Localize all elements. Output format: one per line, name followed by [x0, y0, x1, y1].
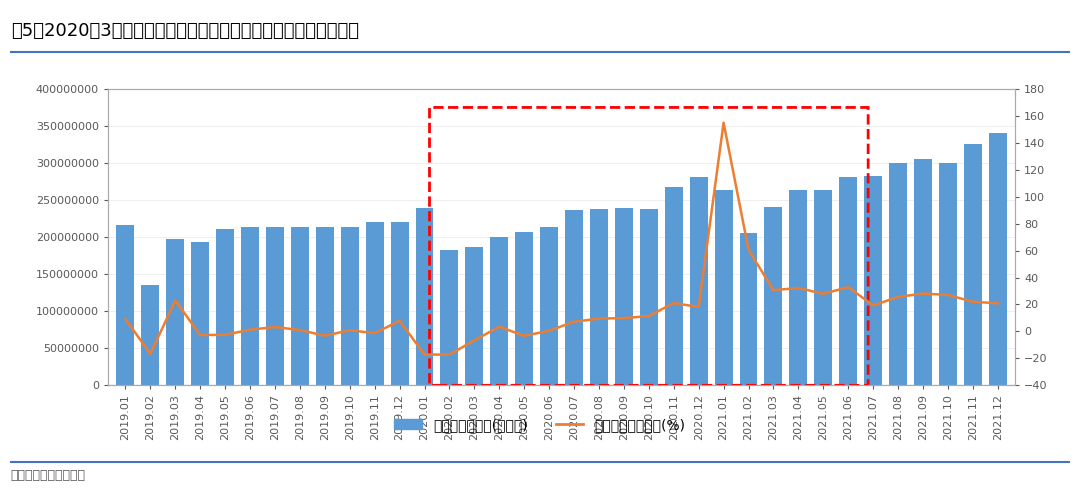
- Bar: [765, 207, 782, 385]
- Bar: [690, 177, 707, 385]
- Bar: [341, 227, 359, 385]
- Bar: [665, 187, 683, 385]
- Bar: [540, 227, 558, 385]
- Bar: [216, 229, 234, 385]
- Bar: [864, 176, 882, 385]
- Legend: 出口总值当期值(千美元), 出口总值同比增长(%): 出口总值当期值(千美元), 出口总值同比增长(%): [389, 412, 691, 438]
- Bar: [366, 221, 383, 385]
- Bar: [939, 163, 957, 385]
- Bar: [416, 208, 433, 385]
- Text: 资料来源：国家统计局: 资料来源：国家统计局: [11, 469, 85, 482]
- Bar: [241, 227, 259, 385]
- Bar: [141, 285, 160, 385]
- Text: 图5：2020年3月以来，海外疫情肆虐支撑了我国出口形势持续增长: 图5：2020年3月以来，海外疫情肆虐支撑了我国出口形势持续增长: [11, 22, 359, 40]
- Bar: [963, 145, 982, 385]
- Bar: [191, 243, 210, 385]
- Bar: [565, 210, 583, 385]
- Bar: [715, 191, 732, 385]
- Bar: [639, 209, 658, 385]
- Bar: [814, 191, 833, 385]
- Bar: [740, 234, 757, 385]
- Bar: [615, 208, 633, 385]
- Bar: [515, 232, 534, 385]
- Bar: [889, 163, 907, 385]
- Bar: [914, 160, 932, 385]
- Bar: [441, 250, 458, 385]
- Bar: [465, 247, 484, 385]
- Bar: [989, 133, 1007, 385]
- Bar: [166, 239, 185, 385]
- Bar: [391, 221, 408, 385]
- Bar: [490, 237, 509, 385]
- Bar: [266, 227, 284, 385]
- Bar: [590, 209, 608, 385]
- Bar: [117, 224, 134, 385]
- Bar: [839, 177, 858, 385]
- Bar: [789, 191, 808, 385]
- Bar: [315, 227, 334, 385]
- Bar: [291, 227, 309, 385]
